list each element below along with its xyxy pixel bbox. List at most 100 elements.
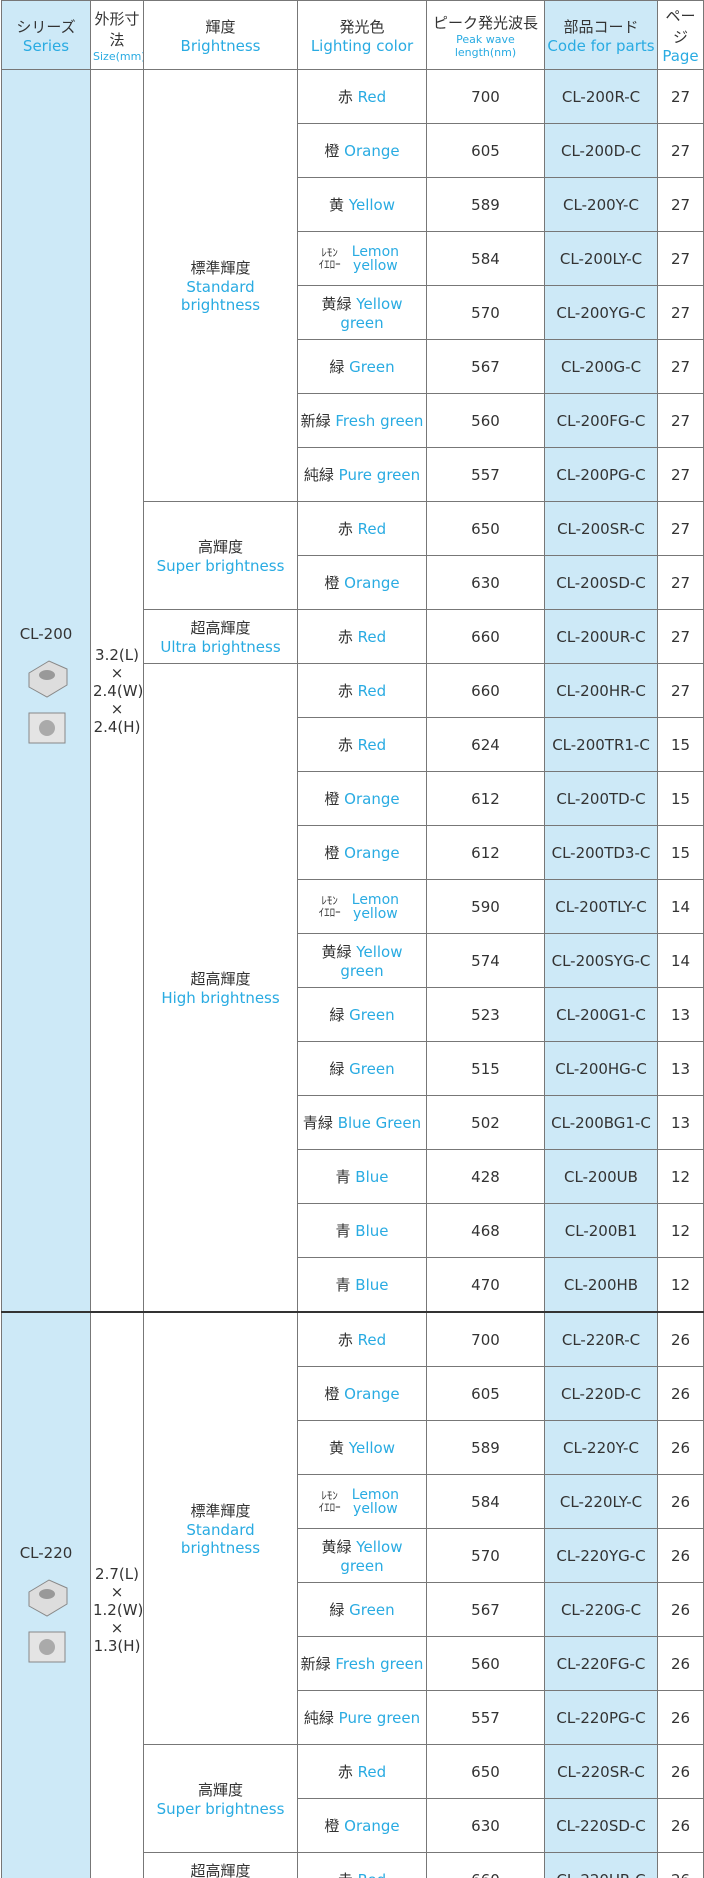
header-en: Peak wave length(nm) bbox=[454, 32, 517, 59]
brightness-en: Standard brightness bbox=[180, 278, 261, 314]
code-cell: CL-200R-C bbox=[544, 69, 658, 124]
header-jp: ピーク発光波長 bbox=[432, 13, 538, 32]
peak-cell: 660 bbox=[426, 1852, 545, 1878]
brightness-jp: 標準輝度 bbox=[190, 1502, 251, 1520]
color-cell: 橙 Orange bbox=[297, 1798, 427, 1853]
color-cell: 緑 Green bbox=[297, 1041, 427, 1096]
color-cell: 緑 Green bbox=[297, 339, 427, 394]
table-row: ﾚﾓﾝ ｲｴﾛｰ Lemon yellow 590 CL-200TLY-C 14 bbox=[2, 879, 704, 934]
color-cell: 青 Blue bbox=[297, 1149, 427, 1204]
page-cell: 27 bbox=[657, 609, 704, 664]
color-jp: 赤 bbox=[337, 1331, 353, 1349]
peak-cell: 605 bbox=[426, 123, 545, 178]
size-line: 2.4(W) bbox=[93, 681, 144, 700]
color-jp: 緑 bbox=[329, 1006, 345, 1024]
size-line: × bbox=[110, 1618, 124, 1637]
code-cell: CL-200TR1-C bbox=[544, 717, 658, 772]
color-jp: 青 bbox=[335, 1276, 351, 1294]
color-en: Blue bbox=[355, 1276, 389, 1294]
color-cell: 新緑 Fresh green bbox=[297, 1636, 427, 1691]
page-cell: 13 bbox=[657, 987, 704, 1042]
brightness-cell: 超高輝度 High brightness bbox=[143, 663, 298, 1313]
page-cell: 27 bbox=[657, 501, 704, 556]
page-cell: 26 bbox=[657, 1690, 704, 1745]
peak-cell: 502 bbox=[426, 1095, 545, 1150]
color-cell: 赤 Red bbox=[297, 1311, 427, 1367]
code-cell: CL-200BG1-C bbox=[544, 1095, 658, 1150]
page-cell: 26 bbox=[657, 1366, 704, 1421]
header-cell: 外形寸法 Size(mm) bbox=[90, 0, 144, 70]
color-en: Red bbox=[357, 1331, 387, 1349]
size-cell: 3.2(L) × 2.4(W) × 2.4(H) bbox=[90, 69, 144, 1313]
color-cell: 赤 Red bbox=[297, 663, 427, 718]
table-row: CL-220 2.7(L) × 1.2(W) × 1.3(H) 標準輝度 Standard b… bbox=[1, 1311, 704, 1878]
peak-cell: 700 bbox=[426, 69, 545, 124]
color-en: Yellow green bbox=[340, 1538, 403, 1575]
color-cell: 橙 Orange bbox=[297, 771, 427, 826]
color-en: Yellow green bbox=[340, 943, 403, 980]
color-cell: ﾚﾓﾝ ｲｴﾛｰ Lemon yellow bbox=[297, 231, 427, 286]
brightness-jp: 超高輝度 bbox=[190, 970, 251, 988]
table-row: 新緑 Fresh green 560 CL-220FG-C 26 bbox=[2, 1636, 704, 1691]
table-row: 緑 Green 523 CL-200G1-C 13 bbox=[2, 987, 704, 1042]
code-cell: CL-200TD3-C bbox=[544, 825, 658, 880]
brightness-cell: 高輝度 Super brightness bbox=[143, 1744, 298, 1853]
header-en: Brightness bbox=[180, 36, 261, 55]
color-en: Pure green bbox=[338, 466, 421, 484]
color-jp: 橙 bbox=[324, 790, 340, 808]
color-jp: 青 bbox=[335, 1222, 351, 1240]
led-icon bbox=[28, 1578, 68, 1617]
color-en: Red bbox=[357, 520, 387, 538]
color-cell: 赤 Red bbox=[297, 1744, 427, 1799]
color-jp: 赤 bbox=[337, 1763, 353, 1781]
color-en: Green bbox=[349, 358, 395, 376]
header-row: シリーズ Series 外形寸法 Size(mm) 輝度 Brightness 発光色 Lig… bbox=[1, 0, 704, 70]
color-en: Pure green bbox=[338, 1709, 421, 1727]
code-cell: CL-200LY-C bbox=[544, 231, 658, 286]
color-cell: 青 Blue bbox=[297, 1257, 427, 1313]
code-cell: CL-220SD-C bbox=[544, 1798, 658, 1853]
peak-cell: 630 bbox=[426, 1798, 545, 1853]
page-cell: 27 bbox=[657, 555, 704, 610]
peak-cell: 584 bbox=[426, 1474, 545, 1529]
page-cell: 27 bbox=[657, 231, 704, 286]
color-jp: 橙 bbox=[324, 1817, 340, 1835]
code-cell: CL-200SYG-C bbox=[544, 933, 658, 988]
color-cell: 橙 Orange bbox=[297, 555, 427, 610]
brightness-en: Ultra brightness bbox=[160, 638, 281, 656]
header-jp: 発光色 bbox=[339, 17, 385, 36]
size-cell: 2.7(L) × 1.2(W) × 1.3(H) bbox=[90, 1311, 144, 1878]
color-cell: 橙 Orange bbox=[297, 825, 427, 880]
color-jp: 橙 bbox=[324, 1385, 340, 1403]
header-en: Page bbox=[662, 47, 699, 65]
table-row: 橙 Orange 605 CL-220D-C 26 bbox=[2, 1366, 704, 1421]
size-line: 3.2(L) bbox=[95, 645, 139, 664]
color-en: Green bbox=[349, 1060, 395, 1078]
peak-cell: 605 bbox=[426, 1366, 545, 1421]
code-cell: CL-220PG-C bbox=[544, 1690, 658, 1745]
color-jp: 橙 bbox=[324, 844, 340, 862]
peak-cell: 567 bbox=[426, 339, 545, 394]
page-cell: 12 bbox=[657, 1203, 704, 1258]
header-jp: 外形寸法 bbox=[94, 9, 140, 49]
color-cell: 橙 Orange bbox=[297, 1366, 427, 1421]
color-jp: 緑 bbox=[329, 358, 345, 376]
size-line: × bbox=[110, 1582, 124, 1601]
page-cell: 15 bbox=[657, 717, 704, 772]
page-cell: 15 bbox=[657, 825, 704, 880]
led-icon bbox=[28, 659, 68, 698]
color-jp: 純緑 bbox=[303, 1709, 334, 1727]
code-cell: CL-220FG-C bbox=[544, 1636, 658, 1691]
header-en: Lighting color bbox=[310, 36, 414, 55]
peak-cell: 567 bbox=[426, 1582, 545, 1637]
code-cell: CL-220YG-C bbox=[544, 1528, 658, 1583]
code-cell: CL-200FG-C bbox=[544, 393, 658, 448]
table-row: 青 Blue 468 CL-200B1 12 bbox=[2, 1203, 704, 1258]
color-en: Orange bbox=[344, 574, 400, 592]
page-cell: 13 bbox=[657, 1041, 704, 1096]
table-row: 超高輝度 High brightness 赤 Red 660 CL-200HR-C 27 bbox=[2, 663, 704, 1313]
table-row: 橙 Orange 630 CL-200SD-C 27 bbox=[2, 555, 704, 610]
peak-cell: 560 bbox=[426, 1636, 545, 1691]
